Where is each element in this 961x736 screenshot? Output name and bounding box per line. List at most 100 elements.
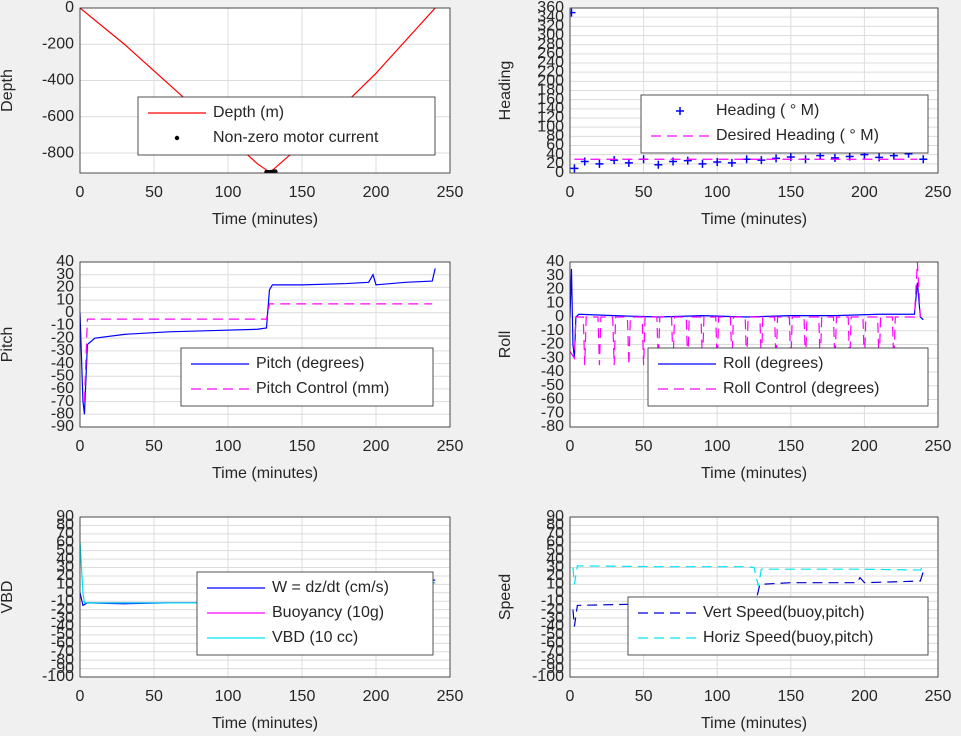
- axes-box: [79, 7, 451, 174]
- legend: Roll (degrees) Roll Control (degrees): [647, 347, 929, 407]
- y-tick-label: -10: [541, 322, 564, 339]
- y-tick-label: 10: [546, 576, 564, 593]
- panel: 0 50 100 150 200 250-100-90-80-70-60-50-40-30…: [0, 508, 463, 732]
- legend-label: Depth (m): [213, 104, 284, 121]
- y-tick-label: 70: [56, 525, 74, 542]
- x-tick-label: 200: [851, 438, 878, 455]
- y-tick-label: 80: [546, 517, 564, 534]
- x-tick-label: 50: [635, 438, 653, 455]
- axes-box: [569, 261, 939, 428]
- y-tick-label: 10: [546, 294, 564, 311]
- y-tick-label: 50: [546, 542, 564, 559]
- y-tick-label: -30: [51, 342, 74, 359]
- x-axis-label: Time (minutes): [212, 465, 318, 482]
- legend-box: [640, 94, 929, 154]
- y-tick-label: 0: [555, 164, 564, 181]
- y-tick-label: -40: [541, 363, 564, 380]
- marker: [610, 156, 619, 165]
- y-tick-label: -80: [51, 651, 74, 668]
- x-tick-label: 150: [777, 438, 804, 455]
- x-tick-label: 50: [145, 438, 163, 455]
- y-tick-label: -80: [541, 418, 564, 435]
- y-tick-label: 140: [537, 100, 564, 117]
- x-tick-label: 150: [289, 438, 316, 455]
- x-tick-label: 250: [437, 184, 464, 201]
- y-tick-label: -60: [541, 391, 564, 408]
- y-axis-label: Pitch: [0, 327, 16, 363]
- y-tick-label: -20: [51, 329, 74, 346]
- y-tick-label: 40: [546, 253, 564, 270]
- marker: [595, 159, 604, 168]
- x-tick-label: 0: [76, 688, 85, 705]
- y-tick-label: 200: [537, 73, 564, 90]
- marker: [174, 135, 180, 141]
- marker: [698, 159, 707, 168]
- x-tick-label: 250: [925, 688, 952, 705]
- series-line: [570, 262, 921, 366]
- marker: [727, 158, 736, 167]
- y-tick-label: -80: [541, 651, 564, 668]
- x-tick-label: 200: [851, 184, 878, 201]
- x-tick-label: 50: [145, 184, 163, 201]
- x-tick-label: 200: [363, 688, 390, 705]
- y-tick-label: -70: [541, 404, 564, 421]
- axes-box: [569, 516, 939, 678]
- plot: [570, 262, 924, 366]
- y-tick-label: 70: [546, 525, 564, 542]
- y-tick-label: -60: [51, 635, 74, 652]
- x-tick-label: 250: [437, 438, 464, 455]
- x-axis-label: Time (minutes): [212, 715, 318, 732]
- y-tick-label: 300: [537, 27, 564, 44]
- legend-box: [627, 596, 929, 656]
- y-tick-label: -70: [51, 643, 74, 660]
- y-tick-label: 40: [56, 253, 74, 270]
- x-tick-label: 50: [635, 688, 653, 705]
- y-tick-label: 30: [56, 559, 74, 576]
- y-axis-label: VBD: [0, 581, 16, 614]
- y-tick-label: -10: [541, 592, 564, 609]
- y-tick-label: 10: [56, 291, 74, 308]
- y-tick-label: 60: [546, 137, 564, 154]
- series-line: [80, 268, 436, 415]
- x-tick-label: 150: [289, 184, 316, 201]
- legend-box: [137, 96, 436, 156]
- legend-label: Buoyancy (10g): [272, 604, 384, 621]
- y-tick-label: -90: [541, 660, 564, 677]
- legend-label: Roll (degrees): [723, 355, 823, 372]
- y-tick-label: 0: [65, 584, 74, 601]
- y-tick-label: -100: [42, 668, 74, 685]
- marker: [624, 158, 633, 167]
- y-tick-label: -80: [51, 406, 74, 423]
- x-tick-label: 100: [704, 184, 731, 201]
- y-tick-label: -50: [541, 626, 564, 643]
- y-tick-label: 90: [546, 508, 564, 525]
- axes-box: [79, 516, 451, 678]
- marker: [570, 164, 579, 173]
- legend: Heading ( ° M) Desired Heading ( ° M): [640, 94, 929, 154]
- y-tick-label: 260: [537, 45, 564, 62]
- x-tick-label: 50: [635, 184, 653, 201]
- series-line: [572, 565, 924, 587]
- legend: Pitch (degrees) Pitch Control (mm): [180, 347, 434, 407]
- x-tick-label: 100: [704, 438, 731, 455]
- y-tick-label: 40: [56, 550, 74, 567]
- y-tick-label: 80: [546, 128, 564, 145]
- legend-label: Horiz Speed(buoy,pitch): [703, 629, 873, 646]
- x-tick-label: 50: [145, 688, 163, 705]
- marker: [570, 8, 576, 17]
- y-tick-label: -600: [42, 108, 74, 125]
- x-axis-label: Time (minutes): [701, 715, 807, 732]
- y-tick-label: -20: [51, 601, 74, 618]
- x-axis-label: Time (minutes): [212, 211, 318, 228]
- y-tick-label: 320: [537, 18, 564, 35]
- y-tick-label: -200: [42, 35, 74, 52]
- y-tick-label: -50: [51, 626, 74, 643]
- marker: [772, 154, 781, 163]
- y-tick-label: 30: [546, 559, 564, 576]
- y-tick-label: -20: [541, 601, 564, 618]
- legend-box: [180, 347, 434, 407]
- legend: W = dz/dt (cm/s) Buoyancy (10g) VBD (10 cc…: [196, 571, 434, 656]
- x-tick-label: 150: [289, 688, 316, 705]
